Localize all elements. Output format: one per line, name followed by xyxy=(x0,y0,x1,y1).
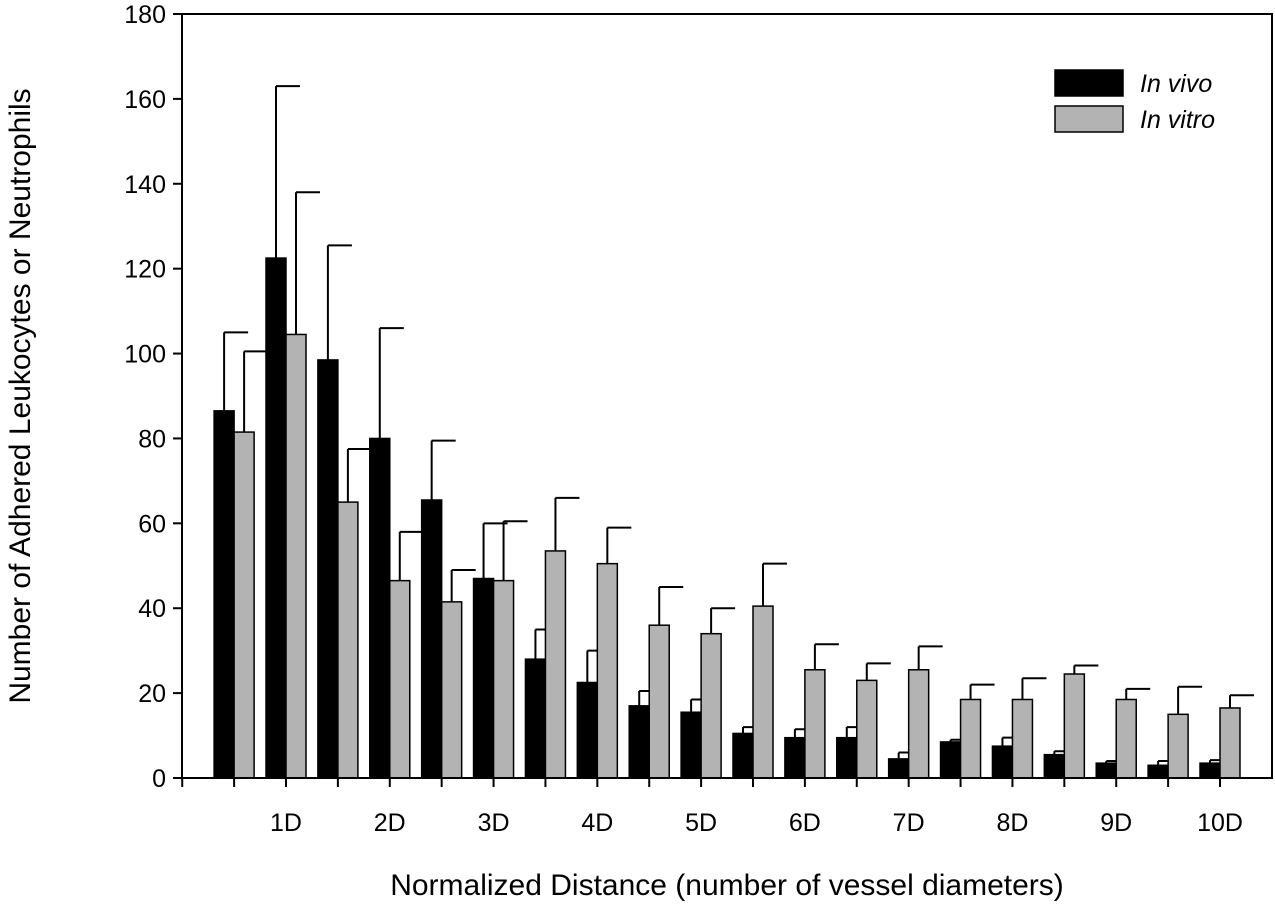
error-bar-in-vitro xyxy=(1125,687,1151,700)
y-tick-label: 40 xyxy=(138,595,166,623)
bar-in-vivo xyxy=(991,745,1014,779)
error-bar-in-vivo xyxy=(275,85,300,259)
y-tick-label: 80 xyxy=(138,425,166,453)
legend: In vivo In vitro xyxy=(1054,69,1215,134)
bar-in-vivo xyxy=(887,758,910,779)
bar-in-vitro xyxy=(389,579,411,779)
error-bar-in-vitro xyxy=(658,586,684,626)
y-tick-label: 120 xyxy=(124,256,166,284)
error-bar-in-vitro xyxy=(1073,664,1099,675)
bar-in-vivo xyxy=(680,711,702,779)
x-tick-label: 3D xyxy=(478,809,510,837)
bar-in-vitro xyxy=(648,624,670,779)
bar-in-vivo xyxy=(524,658,547,779)
error-bar-in-vitro xyxy=(606,526,632,564)
error-bar-in-vivo xyxy=(223,331,249,411)
error-bar-in-vitro xyxy=(813,643,839,670)
bar-in-vivo xyxy=(472,577,495,779)
error-bar-in-vitro xyxy=(346,448,372,503)
legend-label-in-vivo: In vivo xyxy=(1140,70,1212,98)
bar-in-vitro xyxy=(700,632,722,779)
x-tick-label: 1D xyxy=(270,809,302,837)
legend-swatch-in-vivo xyxy=(1054,69,1124,97)
error-bar-in-vitro xyxy=(1021,677,1047,700)
x-tick-label: 8D xyxy=(996,809,1028,837)
error-bar-in-vitro xyxy=(865,662,891,681)
error-bar-in-vivo xyxy=(326,244,352,360)
bar-in-vivo xyxy=(1147,764,1169,779)
error-bar-in-vitro xyxy=(710,607,736,634)
bar-in-vivo xyxy=(265,257,287,779)
bar-in-vitro xyxy=(440,601,463,779)
y-tick-label: 140 xyxy=(124,171,166,199)
bar-in-vitro xyxy=(1063,673,1086,779)
bar-in-vivo xyxy=(628,705,650,779)
y-axis-title: Number of Adhered Leukocytes or Neutroph… xyxy=(4,88,37,703)
error-bar-in-vitro xyxy=(243,350,269,433)
bar-in-vivo xyxy=(1043,753,1066,779)
error-bar-in-vivo xyxy=(430,439,456,500)
bar-in-vitro xyxy=(1219,707,1241,779)
x-tick-label: 6D xyxy=(789,809,821,837)
bar-in-vivo xyxy=(939,741,962,779)
y-axis-ticks: 0 20 40 60 80 100 120 140 160 180 xyxy=(124,1,182,793)
legend-swatch-in-vitro xyxy=(1054,105,1124,133)
error-bar-in-vitro xyxy=(502,520,528,581)
x-tick-label: 10D xyxy=(1197,809,1243,837)
x-tick-label: 2D xyxy=(374,809,406,837)
error-bar-in-vitro xyxy=(398,530,424,581)
bar-in-vitro xyxy=(492,579,515,779)
bar-in-vivo xyxy=(317,359,339,779)
bar-in-vivo xyxy=(420,499,443,779)
bar-in-vitro xyxy=(1167,713,1189,779)
bar-in-vitro xyxy=(233,431,255,779)
bar-in-vitro xyxy=(959,698,982,779)
error-bar-in-vitro xyxy=(969,683,995,700)
bar-in-vivo xyxy=(369,437,391,779)
bar-in-vivo xyxy=(213,410,235,779)
x-tick-label: 4D xyxy=(581,809,613,837)
x-tick-label: 7D xyxy=(893,809,925,837)
bar-in-vitro xyxy=(907,669,930,779)
x-tick-label: 5D xyxy=(685,809,717,837)
x-tick-label: 9D xyxy=(1100,809,1132,837)
error-bar-in-vitro xyxy=(554,496,580,551)
y-tick-label: 100 xyxy=(124,341,166,369)
bar-in-vitro xyxy=(804,669,826,779)
error-bar-in-vitro xyxy=(1229,694,1254,708)
bar-in-vitro xyxy=(1115,698,1137,779)
y-tick-label: 160 xyxy=(124,86,166,114)
bar-in-vivo xyxy=(1095,762,1117,779)
x-axis-ticks: 1D 2D 3D 4D 5D 6D 7D 8D 9D 10D xyxy=(181,778,1243,837)
bar-in-vivo xyxy=(836,736,858,779)
bar-in-vitro xyxy=(1011,698,1034,779)
bar-in-vivo xyxy=(1199,762,1221,779)
bar-in-vitro xyxy=(596,562,619,779)
error-bar-in-vivo xyxy=(378,327,404,439)
bar-in-vitro xyxy=(856,679,878,779)
error-bar-in-vitro xyxy=(295,191,320,335)
error-bar-in-vitro xyxy=(450,569,476,602)
bar-in-vitro xyxy=(752,605,774,779)
y-tick-label: 0 xyxy=(152,765,166,793)
error-bar-in-vitro xyxy=(917,645,943,670)
bar-in-vivo xyxy=(732,732,754,779)
bars-layer xyxy=(213,85,1254,779)
y-tick-label: 180 xyxy=(124,1,166,29)
error-bar-in-vitro xyxy=(1177,685,1203,715)
bar-in-vivo xyxy=(784,736,806,779)
y-tick-label: 20 xyxy=(138,680,166,708)
plot-frame xyxy=(181,13,1273,779)
bar-in-vivo xyxy=(576,681,599,779)
bar-in-vitro xyxy=(337,501,359,779)
error-bar-in-vitro xyxy=(762,562,787,607)
x-axis-title: Normalized Distance (number of vessel di… xyxy=(390,869,1064,902)
legend-label-in-vitro: In vitro xyxy=(1140,106,1215,134)
bar-in-vitro xyxy=(285,333,307,779)
bar-in-vitro xyxy=(544,550,567,779)
y-tick-label: 60 xyxy=(138,510,166,538)
axes-layer xyxy=(181,13,1273,779)
